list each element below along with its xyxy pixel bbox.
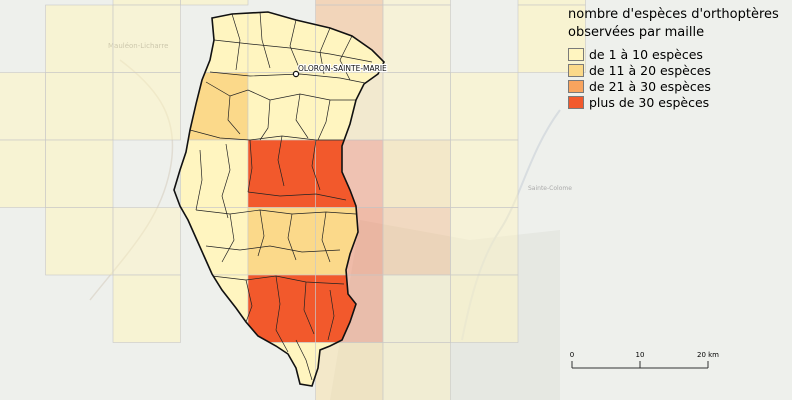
grid-cell	[45, 72, 114, 141]
legend-label: de 1 à 10 espèces	[589, 46, 703, 62]
grid-cell	[450, 72, 519, 141]
legend-title-line1: nombre d'espèces d'orthoptères	[568, 7, 779, 22]
scale-bar: 0 10 20 km	[570, 351, 719, 369]
legend-label: plus de 30 espèces	[589, 94, 710, 110]
grid-cell	[382, 342, 451, 400]
grid-cell	[382, 4, 451, 73]
grid-cell	[45, 139, 114, 208]
grid-cell	[382, 207, 451, 276]
legend-title-line2: observées par maille	[568, 25, 705, 40]
grid-cell	[315, 0, 384, 6]
grid-cell	[517, 0, 586, 6]
grid-cell	[180, 139, 249, 208]
legend-title: nombre d'espèces d'orthoptères observées…	[568, 6, 790, 42]
grid-cell	[112, 72, 181, 141]
scale-tick-label-0: 0	[570, 351, 574, 359]
grid-cell	[112, 4, 181, 73]
grid-cell	[247, 207, 316, 276]
legend-label: de 11 à 20 espèces	[589, 62, 711, 78]
grid-cell	[112, 0, 181, 6]
legend-swatch	[568, 79, 584, 93]
legend-swatch	[568, 95, 584, 109]
grid-cell	[247, 72, 316, 141]
grid-cell	[450, 274, 519, 343]
commune-boundaries	[189, 12, 373, 381]
legend-item-11-20: de 11 à 20 espèces	[568, 62, 790, 78]
grid-cell	[382, 0, 451, 6]
legend-item-1-10: de 1 à 10 espèces	[568, 46, 790, 62]
scale-tick-label-10: 10	[636, 351, 645, 359]
grid-cell	[450, 139, 519, 208]
basemap-mountain-shading	[330, 220, 560, 400]
legend-label: de 21 à 30 espèces	[589, 78, 711, 94]
legend-swatch	[568, 63, 584, 77]
legend-item-21-30: de 21 à 30 espèces	[568, 78, 790, 94]
grid-cell	[315, 342, 384, 400]
legend: nombre d'espèces d'orthoptères observées…	[568, 6, 790, 110]
basemap-town-sainte-colome: Sainte-Colome	[528, 185, 572, 192]
grid-cell	[247, 139, 316, 208]
outer-grid-cells	[0, 0, 586, 400]
grid-cell	[112, 207, 181, 276]
grid-cell	[450, 207, 519, 276]
grid-cell	[112, 274, 181, 343]
grid-cell	[45, 207, 114, 276]
grid-cell	[247, 274, 316, 343]
grid-cell	[0, 72, 46, 141]
grid-cell	[382, 274, 451, 343]
city-marker-oloron	[292, 70, 300, 78]
city-label-oloron: OLORON-SAINTE-MARIE	[298, 64, 387, 73]
legend-swatch	[568, 47, 584, 61]
grid-cell	[382, 139, 451, 208]
grid-cell	[517, 4, 586, 73]
grid-cell	[0, 139, 46, 208]
grid-cell	[45, 4, 114, 73]
scale-tick-label-20: 20 km	[697, 351, 719, 359]
legend-item-over-30: plus de 30 espèces	[568, 94, 790, 110]
study-area-outline	[173, 11, 385, 387]
grid-cell	[382, 72, 451, 141]
grid-cell	[180, 0, 249, 6]
